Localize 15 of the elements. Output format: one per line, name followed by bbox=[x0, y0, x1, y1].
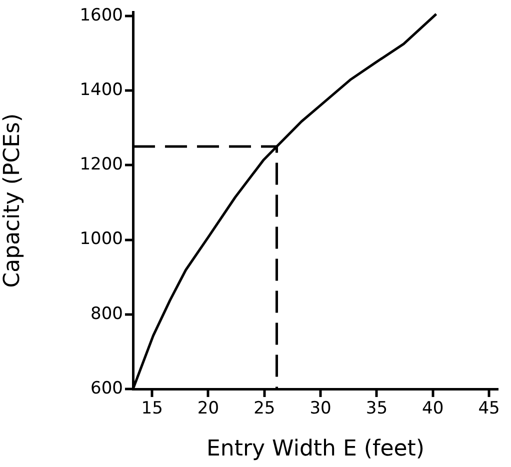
y-tick-label: 1000 bbox=[80, 229, 123, 250]
y-tick-label: 800 bbox=[90, 304, 123, 324]
x-tick-label: 15 bbox=[141, 398, 163, 419]
y-axis-title: Capacity (PCEs) bbox=[0, 113, 25, 288]
x-tick-label: 45 bbox=[478, 398, 500, 419]
x-tick-label: 20 bbox=[197, 398, 220, 419]
y-tick-label: 600 bbox=[90, 378, 123, 398]
y-tick-label: 1600 bbox=[80, 5, 123, 26]
y-tick-label: 1400 bbox=[80, 80, 123, 100]
y-tick-label: 1200 bbox=[80, 154, 123, 175]
x-tick-label: 30 bbox=[310, 398, 332, 419]
x-tick-label: 40 bbox=[422, 398, 444, 419]
x-axis-title: Entry Width E (feet) bbox=[206, 436, 424, 462]
x-tick-label: 35 bbox=[366, 398, 388, 419]
x-tick-label: 25 bbox=[254, 398, 276, 419]
